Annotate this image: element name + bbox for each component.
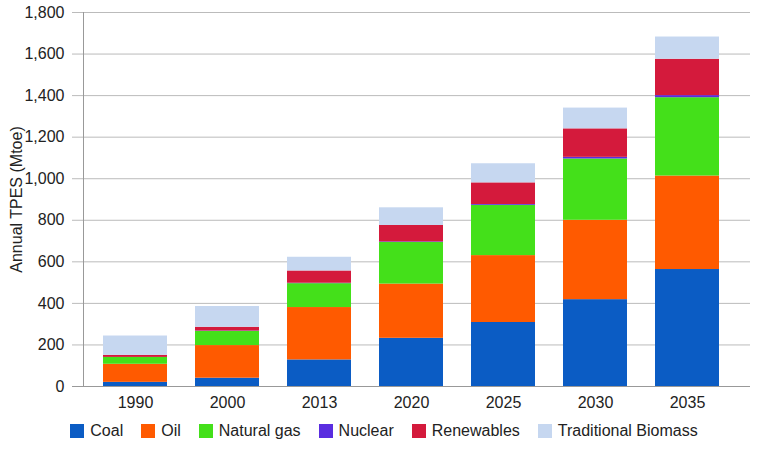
- svg-text:1,000: 1,000: [24, 170, 64, 187]
- html-text:Oil: Oil: [161, 422, 181, 439]
- svg-text:1,600: 1,600: [24, 45, 64, 62]
- svg-text:800: 800: [38, 211, 65, 228]
- svg-text:600: 600: [38, 253, 65, 270]
- html-text:Natural gas: Natural gas: [218, 422, 301, 439]
- html-text:Coal: Coal: [90, 422, 124, 439]
- html-text:Nuclear: Nuclear: [338, 422, 394, 439]
- svg-text:2035: 2035: [670, 394, 706, 411]
- html-text:Renewables: Renewables: [431, 422, 520, 439]
- svg-text:2000: 2000: [210, 394, 246, 411]
- svg-text:2025: 2025: [486, 394, 522, 411]
- svg-text:1,400: 1,400: [24, 87, 64, 104]
- html-text:Traditional Biomass: Traditional Biomass: [557, 422, 698, 439]
- svg-text:2030: 2030: [578, 394, 614, 411]
- svg-text:2013: 2013: [302, 394, 338, 411]
- svg-text:Annual TPES (Mtoe): Annual TPES (Mtoe): [8, 126, 25, 272]
- svg-text:1,200: 1,200: [24, 128, 64, 145]
- svg-text:200: 200: [38, 336, 65, 353]
- svg-text:1,800: 1,800: [24, 4, 64, 21]
- svg-text:400: 400: [38, 295, 65, 312]
- svg-text:0: 0: [56, 378, 65, 395]
- svg-text:1990: 1990: [118, 394, 154, 411]
- svg-text:2020: 2020: [394, 394, 430, 411]
